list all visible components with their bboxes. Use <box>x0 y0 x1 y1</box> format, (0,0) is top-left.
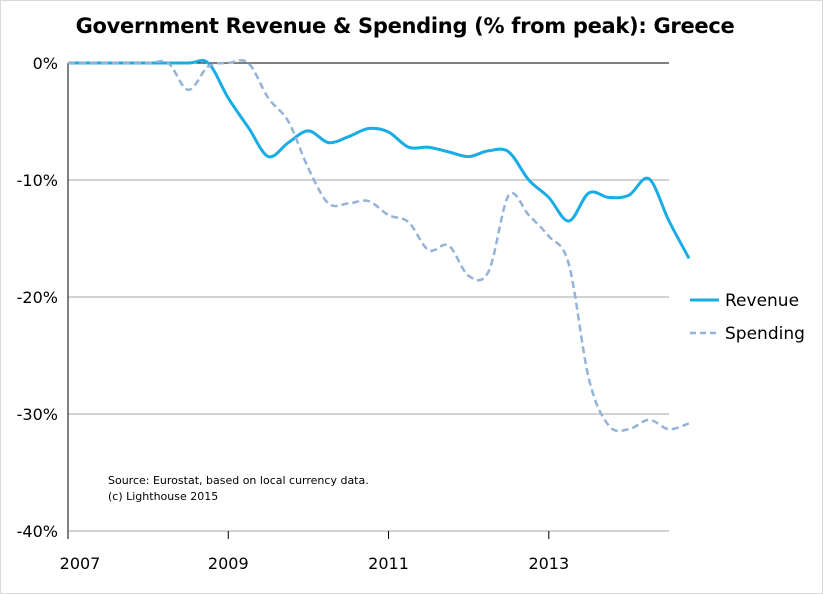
annotation-line: Source: Eurostat, based on local currenc… <box>108 474 369 487</box>
series-line-spending <box>68 59 690 433</box>
x-tick-label: 2007 <box>60 554 101 573</box>
legend: Revenue Spending <box>690 291 805 344</box>
series-lines <box>68 58 691 433</box>
y-tick-label: -20% <box>17 288 58 307</box>
annotation-line: (c) Lighthouse 2015 <box>108 490 218 503</box>
y-tick-label: -40% <box>17 522 58 541</box>
x-tick-label: 2013 <box>528 554 569 573</box>
x-axis: 2007 2009 2011 2013 <box>60 63 669 573</box>
gridlines <box>68 62 669 532</box>
legend-label-spending: Spending <box>725 324 805 344</box>
series-line-revenue <box>68 58 691 260</box>
chart-title: Government Revenue & Spending (% from pe… <box>75 14 735 38</box>
y-tick-label: -10% <box>17 171 58 190</box>
y-tick-label: 0% <box>33 54 58 73</box>
y-tick-label: -30% <box>17 405 58 424</box>
source-note: Source: Eurostat, based on local currenc… <box>108 474 369 503</box>
x-tick-label: 2011 <box>368 554 409 573</box>
legend-label-revenue: Revenue <box>725 291 799 311</box>
x-tick-label: 2009 <box>208 554 249 573</box>
y-axis-ticks: 0% -10% -20% -30% -40% <box>17 54 58 541</box>
